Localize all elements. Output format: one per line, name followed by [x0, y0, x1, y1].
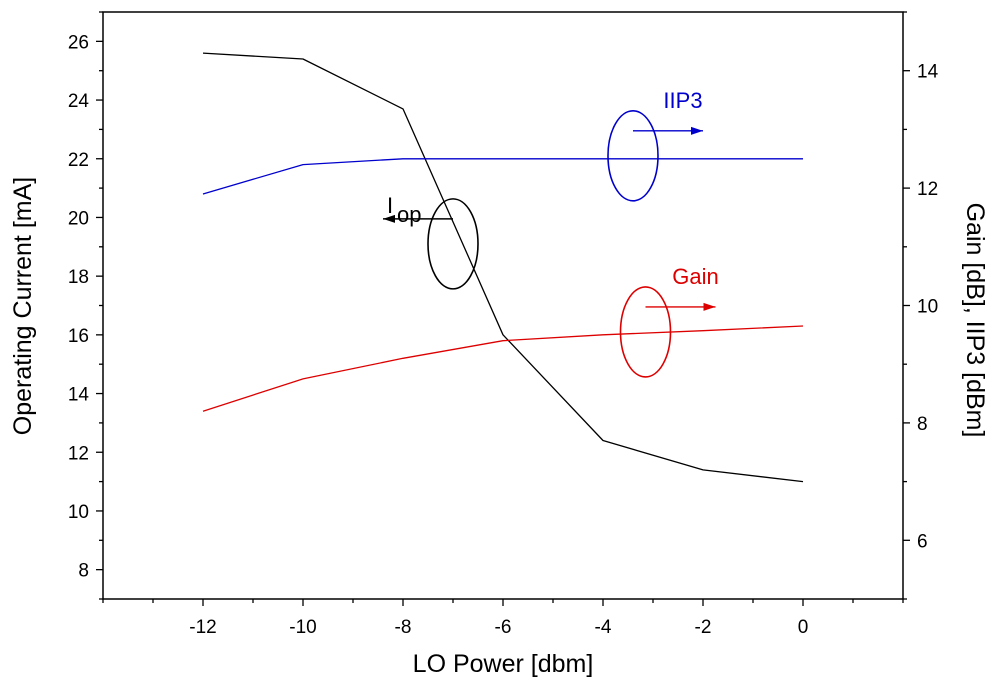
series-layer [202, 52, 804, 483]
axis-ticks: -12 -10 -8 -6 -4 -2 0 8 10 12 14 16 18 20 22 24 26 6 8 10 12… [68, 11, 939, 638]
iop-label-subscript: op [397, 202, 421, 227]
gain-ellipse [619, 286, 672, 378]
y-left-tick-label: 16 [68, 326, 89, 347]
x-tick-label: -2 [695, 617, 712, 638]
x-tick-label: -8 [395, 617, 412, 638]
x-tick-label: -10 [289, 617, 316, 638]
y-left-tick-label: 10 [68, 502, 89, 523]
operating-current-line [202, 52, 804, 483]
y-right-tick-label: 8 [917, 414, 928, 435]
y-right-tick-label: 12 [917, 179, 938, 200]
gain-line [202, 325, 804, 412]
iip3-arrow-head [691, 126, 703, 135]
y-left-tick-label: 12 [68, 443, 89, 464]
y-right-tick-label: 14 [917, 62, 939, 83]
y-left-tick-label: 8 [78, 561, 89, 582]
iip3-annotation: IIP3 [607, 88, 703, 202]
y-right-axis-title: Gain [dB], IIP3 [dBm] [961, 203, 989, 438]
y-left-tick-label: 22 [68, 150, 89, 171]
annotations-layer: IIP3 Gain I op [383, 88, 719, 378]
iop-label: I [387, 193, 393, 218]
x-tick-label: 0 [798, 617, 809, 638]
gain-arrow-head [703, 302, 716, 311]
y-right-tick-label: 10 [917, 297, 938, 318]
iip3-line [202, 158, 803, 195]
y-left-tick-label: 20 [68, 208, 89, 229]
iip3-label: IIP3 [663, 88, 702, 113]
gain-label: Gain [672, 264, 718, 289]
y-left-tick-label: 18 [68, 267, 89, 288]
x-tick-label: -12 [189, 617, 216, 638]
x-tick-label: -6 [495, 617, 512, 638]
iip3-ellipse [607, 110, 659, 202]
x-tick-label: -4 [595, 617, 612, 638]
x-axis-title: LO Power [dbm] [413, 650, 594, 678]
y-left-axis-title: Operating Current [mA] [9, 177, 37, 435]
y-right-tick-label: 6 [917, 531, 928, 552]
y-left-tick-label: 14 [68, 385, 90, 406]
plot-frame [102, 11, 904, 600]
y-left-tick-label: 26 [68, 32, 89, 53]
gain-annotation: Gain [619, 264, 719, 378]
y-left-tick-label: 24 [68, 91, 90, 112]
iop-ellipse [427, 198, 479, 290]
iop-arrow-head [383, 214, 395, 223]
